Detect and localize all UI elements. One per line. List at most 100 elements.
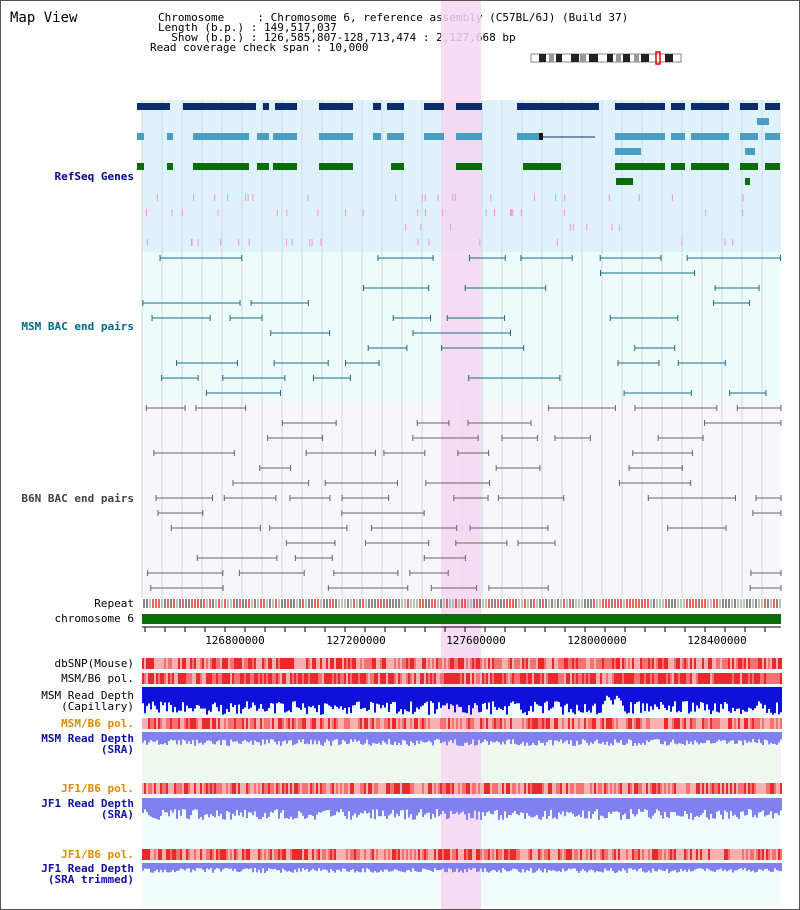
jf1-pol2-heat-cell	[584, 849, 586, 860]
msm-pol2-heat-cell	[320, 718, 322, 729]
jf1-pol-heat-cell	[266, 783, 268, 794]
jf1-trimmed-depth-bar	[758, 863, 760, 870]
jf1-pol2-heat-cell	[738, 849, 740, 860]
msm-capillary-depth-bar	[556, 687, 558, 702]
msm-capillary-depth-bar	[308, 687, 310, 707]
msm-pol-heat-cell	[336, 673, 338, 684]
msm-capillary-depth-bar	[550, 687, 552, 709]
axis-tick-label: 127200000	[326, 634, 386, 647]
msm-pol2-heat-cell	[172, 718, 174, 729]
msm-sra-depth-bar	[690, 732, 692, 742]
msm-capillary-depth-bar	[388, 687, 390, 712]
jf1-pol2-heat-cell	[244, 849, 246, 860]
msm-capillary-depth-bar	[466, 687, 468, 714]
jf1-pol-heat-cell	[200, 783, 202, 794]
jf1-sra-depth-bar	[232, 798, 234, 814]
jf1-trimmed-depth-bar	[608, 863, 610, 871]
msm-pol-heat-cell	[740, 673, 742, 684]
msm-pol-heat-cell	[778, 673, 780, 684]
msm-pol2-heat-cell	[212, 718, 214, 729]
jf1-trimmed-depth-bar	[708, 863, 710, 870]
dbsnp-heat-cell	[190, 658, 192, 669]
jf1-pol-heat-cell	[282, 783, 284, 794]
msm-sra-depth-bar	[504, 732, 506, 745]
dbsnp-heat-cell	[440, 658, 442, 669]
jf1-pol2-heat-cell	[710, 849, 712, 860]
msm-capillary-depth-bar	[352, 687, 354, 706]
msm-pol2-heat-cell	[484, 718, 486, 729]
jf1-trimmed-depth-bar	[216, 863, 218, 869]
jf1-pol2-heat-cell	[602, 849, 604, 860]
jf1-sra-depth-bar	[340, 798, 342, 810]
msm-capillary-depth-bar	[350, 687, 352, 714]
jf1-trimmed-depth-bar	[154, 863, 156, 872]
msm-sra-depth-bar	[438, 732, 440, 740]
msm-pol-heat-cell	[596, 673, 598, 684]
msm-pol-heat-cell	[318, 673, 320, 684]
length-info: Length (b.p.) : 149,517,037	[158, 21, 337, 34]
msm-sra-depth-bar	[592, 732, 594, 744]
jf1-trimmed-depth-bar	[636, 863, 638, 872]
dbsnp-heat-cell	[314, 658, 316, 669]
jf1-pol2-heat-cell	[696, 849, 698, 860]
dbsnp-heat-cell	[276, 658, 278, 669]
dbsnp-heat-cell	[532, 658, 534, 669]
jf1-trimmed-depth-bar	[320, 863, 322, 871]
dbsnp-heat-cell	[752, 658, 754, 669]
jf1-pol2-heat-cell	[504, 849, 506, 860]
msm-pol2-heat-cell	[708, 718, 710, 729]
jf1-trimmed-depth-bar	[548, 863, 550, 870]
msm-pol2-heat-cell	[376, 718, 378, 729]
dbsnp-heat-cell	[178, 658, 180, 669]
jf1-trimmed-depth-bar	[512, 863, 514, 869]
msm-capillary-depth-bar	[718, 687, 720, 713]
msm-pol-heat-cell	[494, 673, 496, 684]
jf1-pol-heat-cell	[712, 783, 714, 794]
jf1-trimmed-depth-bar	[180, 863, 182, 869]
msm-pol2-heat-cell	[444, 718, 446, 729]
msm-pol2-heat-cell	[546, 718, 548, 729]
msm-pol-heat-cell	[216, 673, 218, 684]
msm-pol-heat-cell	[692, 673, 694, 684]
msm-sra-depth-bar	[544, 732, 546, 746]
msm-capillary-depth-bar	[256, 687, 258, 711]
jf1-sra-depth-bar	[612, 798, 614, 812]
jf1-pol2-heat-cell	[340, 849, 342, 860]
msm-pol2-heat-cell	[652, 718, 654, 729]
jf1-pol2-heat-cell	[544, 849, 546, 860]
msm-capillary-depth-bar	[442, 687, 444, 706]
msm-pol-heat-cell	[622, 673, 624, 684]
jf1-pol2-heat-cell	[458, 849, 460, 860]
msm-capillary-depth-bar	[518, 687, 520, 704]
msm-capillary-depth-bar	[512, 687, 514, 702]
jf1-pol2-heat-cell	[532, 849, 534, 860]
dbsnp-heat-cell	[772, 658, 774, 669]
msm-capillary-depth-bar	[194, 687, 196, 709]
jf1-trimmed-depth-bar	[534, 863, 536, 873]
msm-sra-depth-bar	[386, 732, 388, 745]
msm-pol2-heat-cell	[754, 718, 756, 729]
page-title: Map View	[10, 10, 78, 26]
msm-pol-heat-cell	[472, 673, 474, 684]
msm-sra-depth-bar	[578, 732, 580, 745]
jf1-trimmed-depth-bar	[768, 863, 770, 871]
jf1-pol-heat-cell	[522, 783, 524, 794]
msm-pol2-heat-cell	[254, 718, 256, 729]
jf1-pol2-heat-cell	[512, 849, 514, 860]
jf1-sra-depth-bar	[268, 798, 270, 817]
msm-sra-depth-bar	[288, 732, 290, 741]
jf1-trimmed-depth-bar	[374, 863, 376, 871]
dbsnp-heat-cell	[266, 658, 268, 669]
jf1-sra-depth-bar	[436, 798, 438, 810]
msm-sra-depth-bar	[398, 732, 400, 743]
jf1-pol2-heat-cell	[364, 849, 366, 860]
refseq-gene-teal	[273, 133, 297, 140]
jf1-pol2-heat-cell	[158, 849, 160, 860]
dbsnp-heat-cell	[650, 658, 652, 669]
label-msm-bac: MSM BAC end pairs	[21, 320, 134, 333]
refseq-gene-teal	[765, 133, 780, 140]
msm-pol2-heat-cell	[672, 718, 674, 729]
jf1-pol-heat-cell	[488, 783, 490, 794]
jf1-pol-heat-cell	[154, 783, 156, 794]
